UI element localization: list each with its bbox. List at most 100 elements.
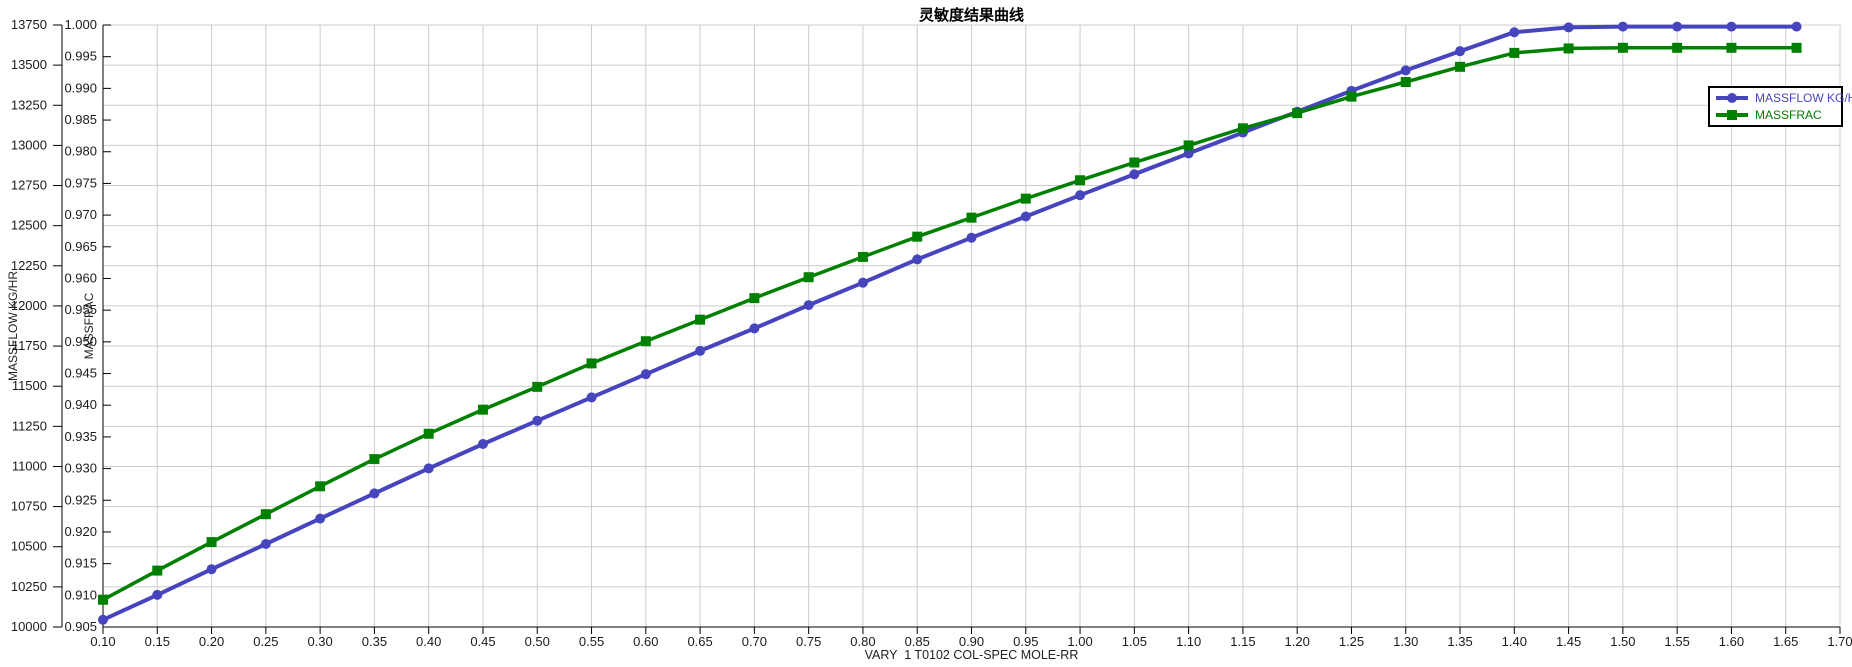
data-point-marker bbox=[695, 345, 706, 356]
data-point-marker bbox=[1509, 47, 1520, 58]
massfrac-tick-label: 0.990 bbox=[64, 80, 97, 95]
massfrac-tick-label: 0.960 bbox=[64, 270, 97, 285]
data-point-marker bbox=[423, 428, 434, 439]
x-tick-label: 1.35 bbox=[1447, 634, 1472, 649]
x-tick-label: 0.75 bbox=[796, 634, 821, 649]
data-point-marker bbox=[1075, 190, 1086, 201]
data-point-marker bbox=[315, 481, 326, 492]
data-point-marker bbox=[803, 300, 814, 311]
x-tick-label: 1.25 bbox=[1339, 634, 1364, 649]
x-tick-label: 1.65 bbox=[1773, 634, 1798, 649]
x-tick-label: 0.45 bbox=[470, 634, 495, 649]
data-point-marker bbox=[586, 358, 597, 369]
x-tick-label: 1.20 bbox=[1285, 634, 1310, 649]
x-tick-label: 0.15 bbox=[145, 634, 170, 649]
data-point-marker bbox=[1791, 42, 1802, 53]
massflow-tick-label: 13250 bbox=[11, 97, 47, 112]
massfrac-tick-label: 0.975 bbox=[64, 175, 97, 190]
data-point-marker bbox=[477, 404, 488, 415]
data-point-marker bbox=[966, 212, 977, 223]
data-point-marker bbox=[532, 381, 543, 392]
data-point-marker bbox=[1672, 21, 1683, 32]
data-point-marker bbox=[98, 614, 108, 625]
data-point-marker bbox=[206, 537, 217, 548]
data-point-marker bbox=[369, 488, 380, 499]
x-tick-label: 1.40 bbox=[1502, 634, 1527, 649]
data-point-marker bbox=[912, 231, 923, 242]
data-point-marker bbox=[532, 415, 543, 426]
data-point-marker bbox=[1237, 123, 1248, 134]
massfrac-tick-label: 0.965 bbox=[64, 239, 97, 254]
legend-item-label: MASSFRAC bbox=[1755, 107, 1822, 122]
series-massflow-kg-hr bbox=[98, 21, 1802, 625]
data-point-marker bbox=[98, 594, 108, 605]
square-marker-icon bbox=[1716, 109, 1748, 120]
data-point-marker bbox=[1726, 42, 1737, 53]
massfrac-tick-label: 0.995 bbox=[64, 49, 97, 64]
x-tick-label: 1.15 bbox=[1230, 634, 1255, 649]
data-point-marker bbox=[1020, 211, 1031, 222]
data-point-marker bbox=[1020, 193, 1031, 204]
series-massfrac bbox=[98, 42, 1802, 605]
massflow-tick-label: 10000 bbox=[11, 619, 47, 634]
data-point-marker bbox=[1400, 77, 1411, 88]
x-tick-label: 0.20 bbox=[199, 634, 224, 649]
x-tick-label: 0.60 bbox=[633, 634, 658, 649]
massfrac-tick-label: 0.910 bbox=[64, 587, 97, 602]
massfrac-tick-label: 0.985 bbox=[64, 112, 97, 127]
x-tick-label: 1.55 bbox=[1665, 634, 1690, 649]
massfrac-tick-label: 0.935 bbox=[64, 429, 97, 444]
data-point-marker bbox=[260, 539, 271, 550]
massflow-tick-label: 10750 bbox=[11, 499, 47, 514]
data-point-marker bbox=[1617, 21, 1628, 32]
data-point-marker bbox=[152, 565, 163, 576]
massfrac-tick-label: 0.920 bbox=[64, 524, 97, 539]
massfrac-tick-label: 0.950 bbox=[64, 334, 97, 349]
data-point-marker bbox=[966, 232, 977, 243]
tick-labels: 13750 13500 13250 13000 12750 12500 12250 12000… bbox=[11, 17, 1852, 649]
massfrac-tick-label: 0.905 bbox=[64, 619, 97, 634]
data-point-marker bbox=[1563, 22, 1574, 33]
data-point-marker bbox=[477, 438, 488, 449]
data-point-marker bbox=[260, 509, 271, 520]
y-axis-title-massfrac: MASSFRAC bbox=[82, 292, 96, 360]
data-point-marker bbox=[152, 589, 163, 600]
data-point-marker bbox=[640, 369, 651, 380]
x-tick-label: 1.45 bbox=[1556, 634, 1581, 649]
data-point-marker bbox=[1183, 140, 1194, 151]
massfrac-tick-label: 0.925 bbox=[64, 492, 97, 507]
massfrac-tick-label: 1.000 bbox=[64, 17, 97, 32]
x-tick-label: 0.55 bbox=[579, 634, 604, 649]
massflow-tick-label: 10250 bbox=[11, 579, 47, 594]
massflow-tick-label: 12500 bbox=[11, 218, 47, 233]
x-tick-label: 1.30 bbox=[1393, 634, 1418, 649]
data-point-marker bbox=[1455, 61, 1466, 72]
legend-box[interactable]: MASSFLOW KG/HR MASSFRAC bbox=[1708, 86, 1852, 127]
y-axis-title-massflow: MASSFLOW KG/HR bbox=[6, 270, 20, 382]
data-point-marker bbox=[369, 454, 380, 465]
data-point-marker bbox=[1075, 175, 1086, 186]
data-point-marker bbox=[1129, 169, 1140, 180]
data-point-marker bbox=[912, 254, 923, 265]
massflow-tick-label: 12750 bbox=[11, 178, 47, 193]
x-tick-label: 1.70 bbox=[1827, 634, 1852, 649]
massflow-tick-label: 12250 bbox=[11, 258, 47, 273]
data-point-marker bbox=[1292, 108, 1303, 119]
x-tick-label: 1.60 bbox=[1719, 634, 1744, 649]
massflow-tick-label: 11250 bbox=[12, 418, 47, 433]
massflow-tick-label: 10500 bbox=[11, 539, 47, 554]
data-point-marker bbox=[586, 392, 597, 403]
data-point-marker bbox=[1617, 42, 1628, 53]
x-tick-label: 1.10 bbox=[1176, 634, 1201, 649]
legend-item-massflow-kg-hr: MASSFLOW KG/HR bbox=[1714, 91, 1852, 105]
data-point-marker bbox=[1346, 91, 1357, 102]
data-point-marker bbox=[857, 277, 868, 288]
massfrac-tick-label: 0.980 bbox=[64, 144, 97, 159]
massfrac-tick-label: 0.955 bbox=[64, 302, 97, 317]
data-point-marker bbox=[206, 564, 217, 575]
x-tick-label: 0.40 bbox=[416, 634, 441, 649]
gridlines bbox=[102, 24, 1841, 628]
data-point-marker bbox=[1563, 43, 1574, 54]
circle-marker-icon bbox=[1716, 93, 1748, 104]
